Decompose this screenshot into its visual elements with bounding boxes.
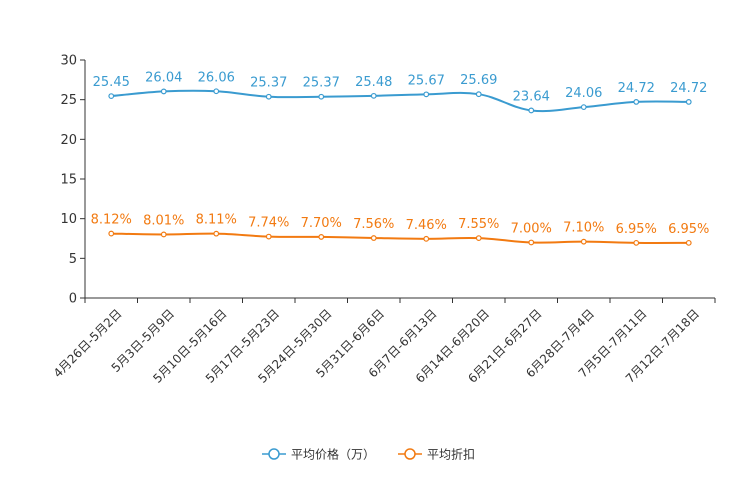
legend-label: 平均价格（万） bbox=[291, 447, 375, 462]
data-point bbox=[580, 238, 587, 245]
data-label: 6.95% bbox=[616, 222, 657, 237]
data-label: 24.72 bbox=[618, 81, 655, 96]
data-label: 24.72 bbox=[670, 81, 707, 96]
legend-marker bbox=[268, 448, 280, 460]
data-point bbox=[633, 98, 640, 105]
y-tick-label: 0 bbox=[69, 292, 77, 307]
series-layer: 25.45 26.04 26.06 25.37 25.37 25.48 25.67 25.69… bbox=[91, 70, 709, 246]
data-label: 25.67 bbox=[408, 73, 445, 88]
series-1: 25.45 26.04 26.06 25.37 25.37 25.48 25.67 25.69… bbox=[93, 70, 707, 114]
data-point bbox=[213, 230, 220, 237]
data-label: 7.74% bbox=[248, 216, 289, 231]
y-tick-label: 10 bbox=[60, 212, 77, 227]
data-point bbox=[475, 91, 482, 98]
data-label: 26.04 bbox=[145, 70, 182, 85]
data-label: 25.69 bbox=[460, 73, 497, 88]
data-point bbox=[108, 230, 115, 237]
y-tick-label: 5 bbox=[69, 252, 77, 267]
data-label: 7.70% bbox=[301, 216, 342, 231]
data-label: 7.46% bbox=[406, 218, 447, 233]
data-label: 7.56% bbox=[353, 217, 394, 232]
data-point bbox=[318, 93, 325, 100]
data-point bbox=[318, 234, 325, 240]
x-axis: 4月26日-5月2日5月3日-5月9日5月10日-5月16日5月17日-5月23… bbox=[51, 297, 716, 386]
legend-item[interactable]: 平均折扣 bbox=[398, 447, 475, 462]
data-point bbox=[160, 88, 167, 95]
data-label: 6.95% bbox=[668, 222, 709, 237]
data-point bbox=[633, 239, 640, 246]
data-point bbox=[370, 92, 377, 99]
data-label: 7.00% bbox=[511, 221, 552, 236]
y-tick-label: 20 bbox=[60, 133, 77, 148]
legend-marker bbox=[404, 448, 416, 460]
data-label: 25.37 bbox=[250, 76, 287, 91]
y-tick-label: 25 bbox=[60, 93, 77, 108]
data-label: 25.48 bbox=[355, 75, 392, 90]
data-label: 8.01% bbox=[143, 213, 184, 228]
data-point bbox=[528, 107, 535, 114]
data-point bbox=[423, 91, 430, 98]
series-line bbox=[111, 232, 689, 244]
data-point bbox=[265, 93, 272, 100]
data-point bbox=[108, 93, 115, 99]
data-label: 7.10% bbox=[563, 221, 604, 236]
y-tick-label: 30 bbox=[60, 54, 77, 69]
data-label: 7.55% bbox=[458, 217, 499, 232]
data-point bbox=[370, 235, 377, 241]
series-2: 8.12% 8.01% 8.11% 7.74% 7.70% 7.56% 7.46% 7.55%… bbox=[91, 213, 709, 246]
y-tick-label: 15 bbox=[60, 173, 77, 188]
data-point bbox=[685, 98, 692, 105]
series-line bbox=[111, 89, 689, 113]
data-label: 24.06 bbox=[565, 86, 602, 101]
data-label: 25.45 bbox=[93, 75, 130, 90]
data-point bbox=[685, 239, 692, 246]
data-label: 25.37 bbox=[303, 76, 340, 91]
legend-label: 平均折扣 bbox=[427, 447, 475, 462]
data-point bbox=[580, 104, 587, 111]
data-label: 26.06 bbox=[198, 70, 235, 85]
data-point bbox=[528, 239, 535, 246]
y-axis: 0 5 10 15 20 25 30 bbox=[60, 54, 86, 307]
data-label: 23.64 bbox=[513, 89, 550, 104]
data-point bbox=[213, 88, 220, 95]
data-point bbox=[265, 233, 272, 240]
data-label: 8.12% bbox=[91, 213, 132, 228]
data-point bbox=[475, 235, 482, 242]
legend: 平均价格（万） 平均折扣 bbox=[262, 447, 475, 462]
data-point bbox=[160, 231, 167, 238]
data-point bbox=[423, 235, 430, 242]
legend-item[interactable]: 平均价格（万） bbox=[262, 447, 375, 462]
data-label: 8.11% bbox=[196, 213, 237, 228]
